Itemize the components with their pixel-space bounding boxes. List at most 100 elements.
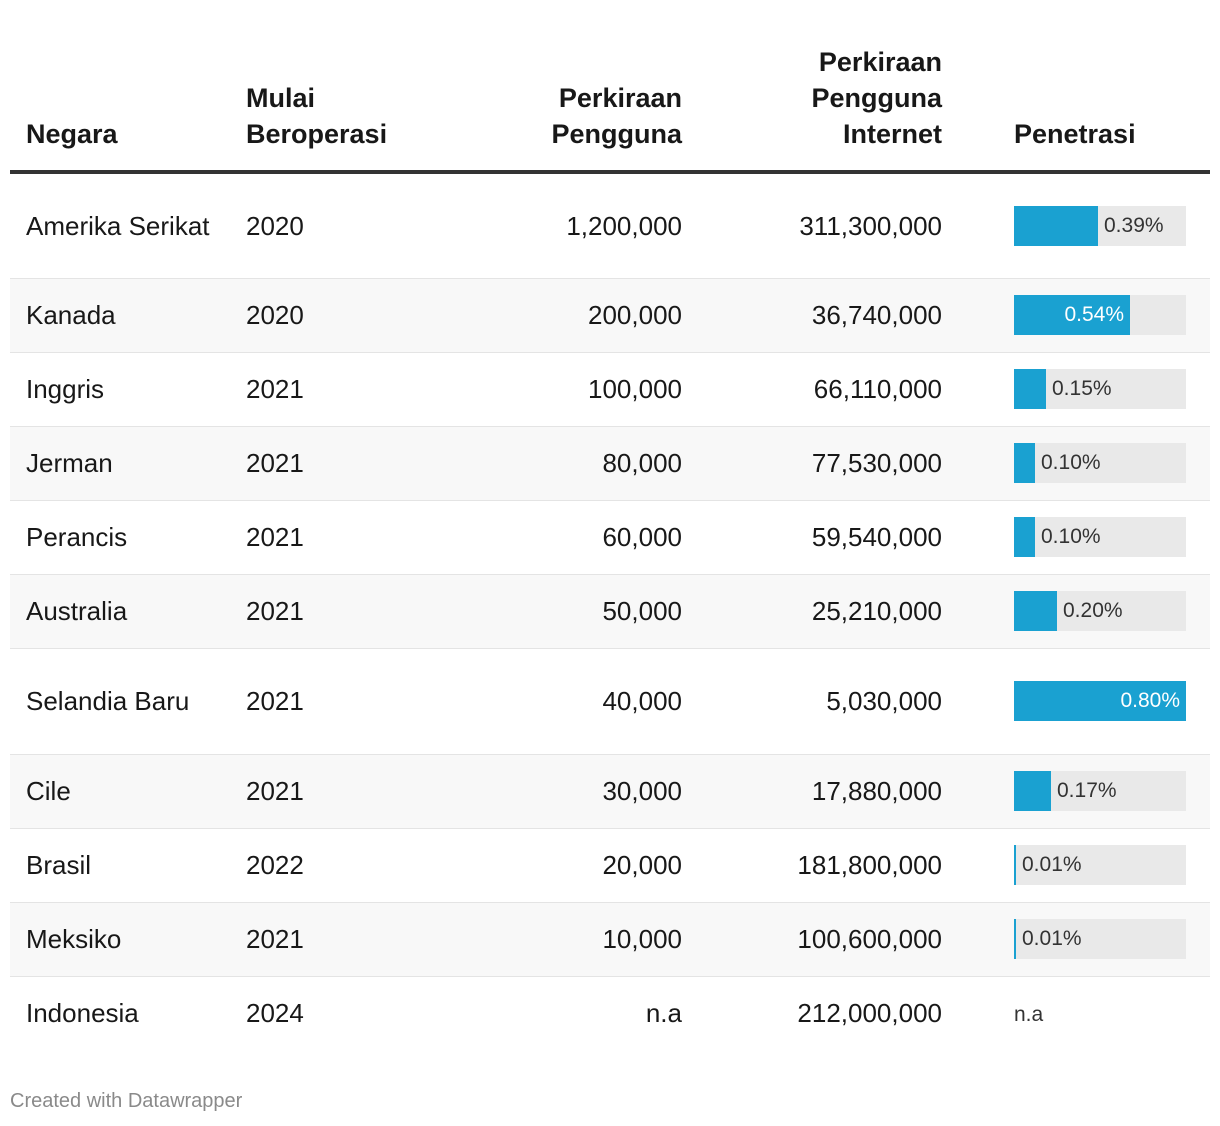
cell-internet: 59,540,000: [692, 500, 952, 575]
cell-penetration: 0.15%: [952, 352, 1210, 427]
penetration-bar-track: 0.01%: [1014, 845, 1186, 885]
penetration-bar-track: 0.01%: [1014, 919, 1186, 959]
cell-country: Indonesia: [26, 998, 139, 1029]
cell-country: Jerman: [10, 426, 230, 501]
cell-year: 2021: [230, 902, 460, 977]
cell-penetration: 0.17%: [952, 754, 1210, 829]
cell-penetration: 0.10%: [952, 426, 1210, 501]
datawrapper-table: Negara Mulai Beroperasi Perkiraan Penggu…: [10, 0, 1210, 1050]
cell-internet: 77,530,000: [692, 426, 952, 501]
header-users-label: Perkiraan Pengguna: [551, 83, 682, 149]
penetration-label: 0.17%: [1057, 779, 1117, 802]
table-row: Indonesia 2024 n.a 212,000,000 n.a: [10, 976, 1210, 1050]
cell-penetration: 0.01%: [952, 828, 1210, 903]
penetration-bar: [1014, 681, 1186, 721]
cell-penetration: 0.39%: [952, 172, 1210, 279]
cell-year: 2020: [230, 172, 460, 279]
penetration-label: 0.01%: [1022, 927, 1082, 950]
penetration-label: 0.15%: [1052, 377, 1112, 400]
table-row: Cile 2021 30,000 17,880,000 0.17%: [10, 754, 1210, 829]
cell-country: Cile: [10, 754, 230, 829]
penetration-bar-track: 0.20%: [1014, 591, 1186, 631]
cell-country: Australia: [10, 574, 230, 649]
cell-internet: 17,880,000: [692, 754, 952, 829]
cell-penetration: 0.01%: [952, 902, 1210, 977]
cell-year: 2024: [246, 998, 304, 1029]
table-row: Amerika Serikat 2020 1,200,000 311,300,000 0…: [10, 172, 1210, 279]
penetration-bar: [1014, 845, 1016, 885]
cell-country: Meksiko: [10, 902, 230, 977]
cell-internet: 100,600,000: [692, 902, 952, 977]
cell-users: 1,200,000: [460, 172, 692, 279]
penetration-label: 0.20%: [1063, 599, 1123, 622]
cell-year: 2021: [230, 426, 460, 501]
cell-users: n.a: [645, 998, 682, 1029]
cell-users: 60,000: [460, 500, 692, 575]
cell-year: 2020: [230, 278, 460, 353]
table-row: Kanada 2020 200,000 36,740,000 0.54%: [10, 278, 1210, 353]
penetration-label: 0.54%: [1064, 303, 1124, 326]
penetration-label: 0.10%: [1041, 451, 1101, 474]
penetration-bar: [1014, 591, 1057, 631]
cell-penetration: 0.20%: [952, 574, 1210, 649]
penetration-bar: [1014, 771, 1051, 811]
penetration-bar: [1014, 369, 1046, 409]
header-year: Mulai Beroperasi: [230, 0, 460, 172]
cell-penetration: 0.54%: [952, 278, 1210, 353]
cell-internet: 66,110,000: [692, 352, 952, 427]
penetration-bar-track: 0.39%: [1014, 205, 1186, 246]
table-row: Selandia Baru 2021 40,000 5,030,000 0.80%: [10, 648, 1210, 755]
table-row: Meksiko 2021 10,000 100,600,000 0.01%: [10, 902, 1210, 977]
header-internet-label: Perkiraan Pengguna Internet: [811, 47, 942, 149]
table-row: Jerman 2021 80,000 77,530,000 0.10%: [10, 426, 1210, 501]
penetration-bar: [1014, 295, 1130, 335]
cell-users: 200,000: [460, 278, 692, 353]
cell-users: 80,000: [460, 426, 692, 501]
penetration-label: 0.01%: [1022, 853, 1082, 876]
cell-internet: 5,030,000: [692, 648, 952, 755]
penetration-bar-track: 0.54%: [1014, 295, 1186, 335]
penetration-label: 0.10%: [1041, 525, 1101, 548]
cell-users: 20,000: [460, 828, 692, 903]
penetration-na-label: n.a: [1014, 1002, 1044, 1026]
cell-year: 2021: [230, 648, 460, 755]
cell-country: Perancis: [10, 500, 230, 575]
cell-users: 50,000: [460, 574, 692, 649]
penetration-bar: [1014, 517, 1035, 557]
penetration-bar-track: 0.80%: [1014, 681, 1186, 721]
penetration-table: Negara Mulai Beroperasi Perkiraan Penggu…: [10, 0, 1210, 1050]
cell-year: 2021: [230, 574, 460, 649]
header-country: Negara: [26, 119, 118, 149]
header-year-label: Mulai Beroperasi: [246, 83, 388, 149]
penetration-bar-track: 0.10%: [1014, 443, 1186, 483]
cell-users: 100,000: [460, 352, 692, 427]
cell-country: Inggris: [10, 352, 230, 427]
cell-internet: 212,000,000: [797, 998, 942, 1029]
cell-users: 30,000: [460, 754, 692, 829]
cell-penetration: n.a: [952, 976, 1210, 1050]
cell-year: 2022: [230, 828, 460, 903]
cell-country: Selandia Baru: [10, 648, 230, 755]
cell-internet: 311,300,000: [692, 172, 952, 279]
penetration-bar: [1014, 205, 1098, 246]
cell-internet: 36,740,000: [692, 278, 952, 353]
cell-penetration: 0.80%: [952, 648, 1210, 755]
cell-year: 2021: [230, 352, 460, 427]
penetration-bar: [1014, 919, 1016, 959]
penetration-label: 0.80%: [1120, 689, 1180, 712]
cell-country: Brasil: [10, 828, 230, 903]
penetration-bar: [1014, 443, 1035, 483]
cell-country: Amerika Serikat: [10, 172, 230, 279]
header-users: Perkiraan Pengguna: [460, 0, 692, 172]
penetration-bar-track: 0.15%: [1014, 369, 1186, 409]
cell-year: 2021: [230, 754, 460, 829]
table-row: Brasil 2022 20,000 181,800,000 0.01%: [10, 828, 1210, 903]
header-penetration: Penetrasi: [1014, 119, 1136, 149]
table-header: Negara Mulai Beroperasi Perkiraan Penggu…: [10, 0, 1210, 172]
penetration-bar-track: 0.10%: [1014, 517, 1186, 557]
penetration-bar-track: 0.17%: [1014, 771, 1186, 811]
cell-internet: 181,800,000: [692, 828, 952, 903]
cell-internet: 25,210,000: [692, 574, 952, 649]
table-body: Amerika Serikat 2020 1,200,000 311,300,000 0…: [10, 172, 1210, 1050]
footer-credit: Created with Datawrapper: [10, 1090, 243, 1112]
